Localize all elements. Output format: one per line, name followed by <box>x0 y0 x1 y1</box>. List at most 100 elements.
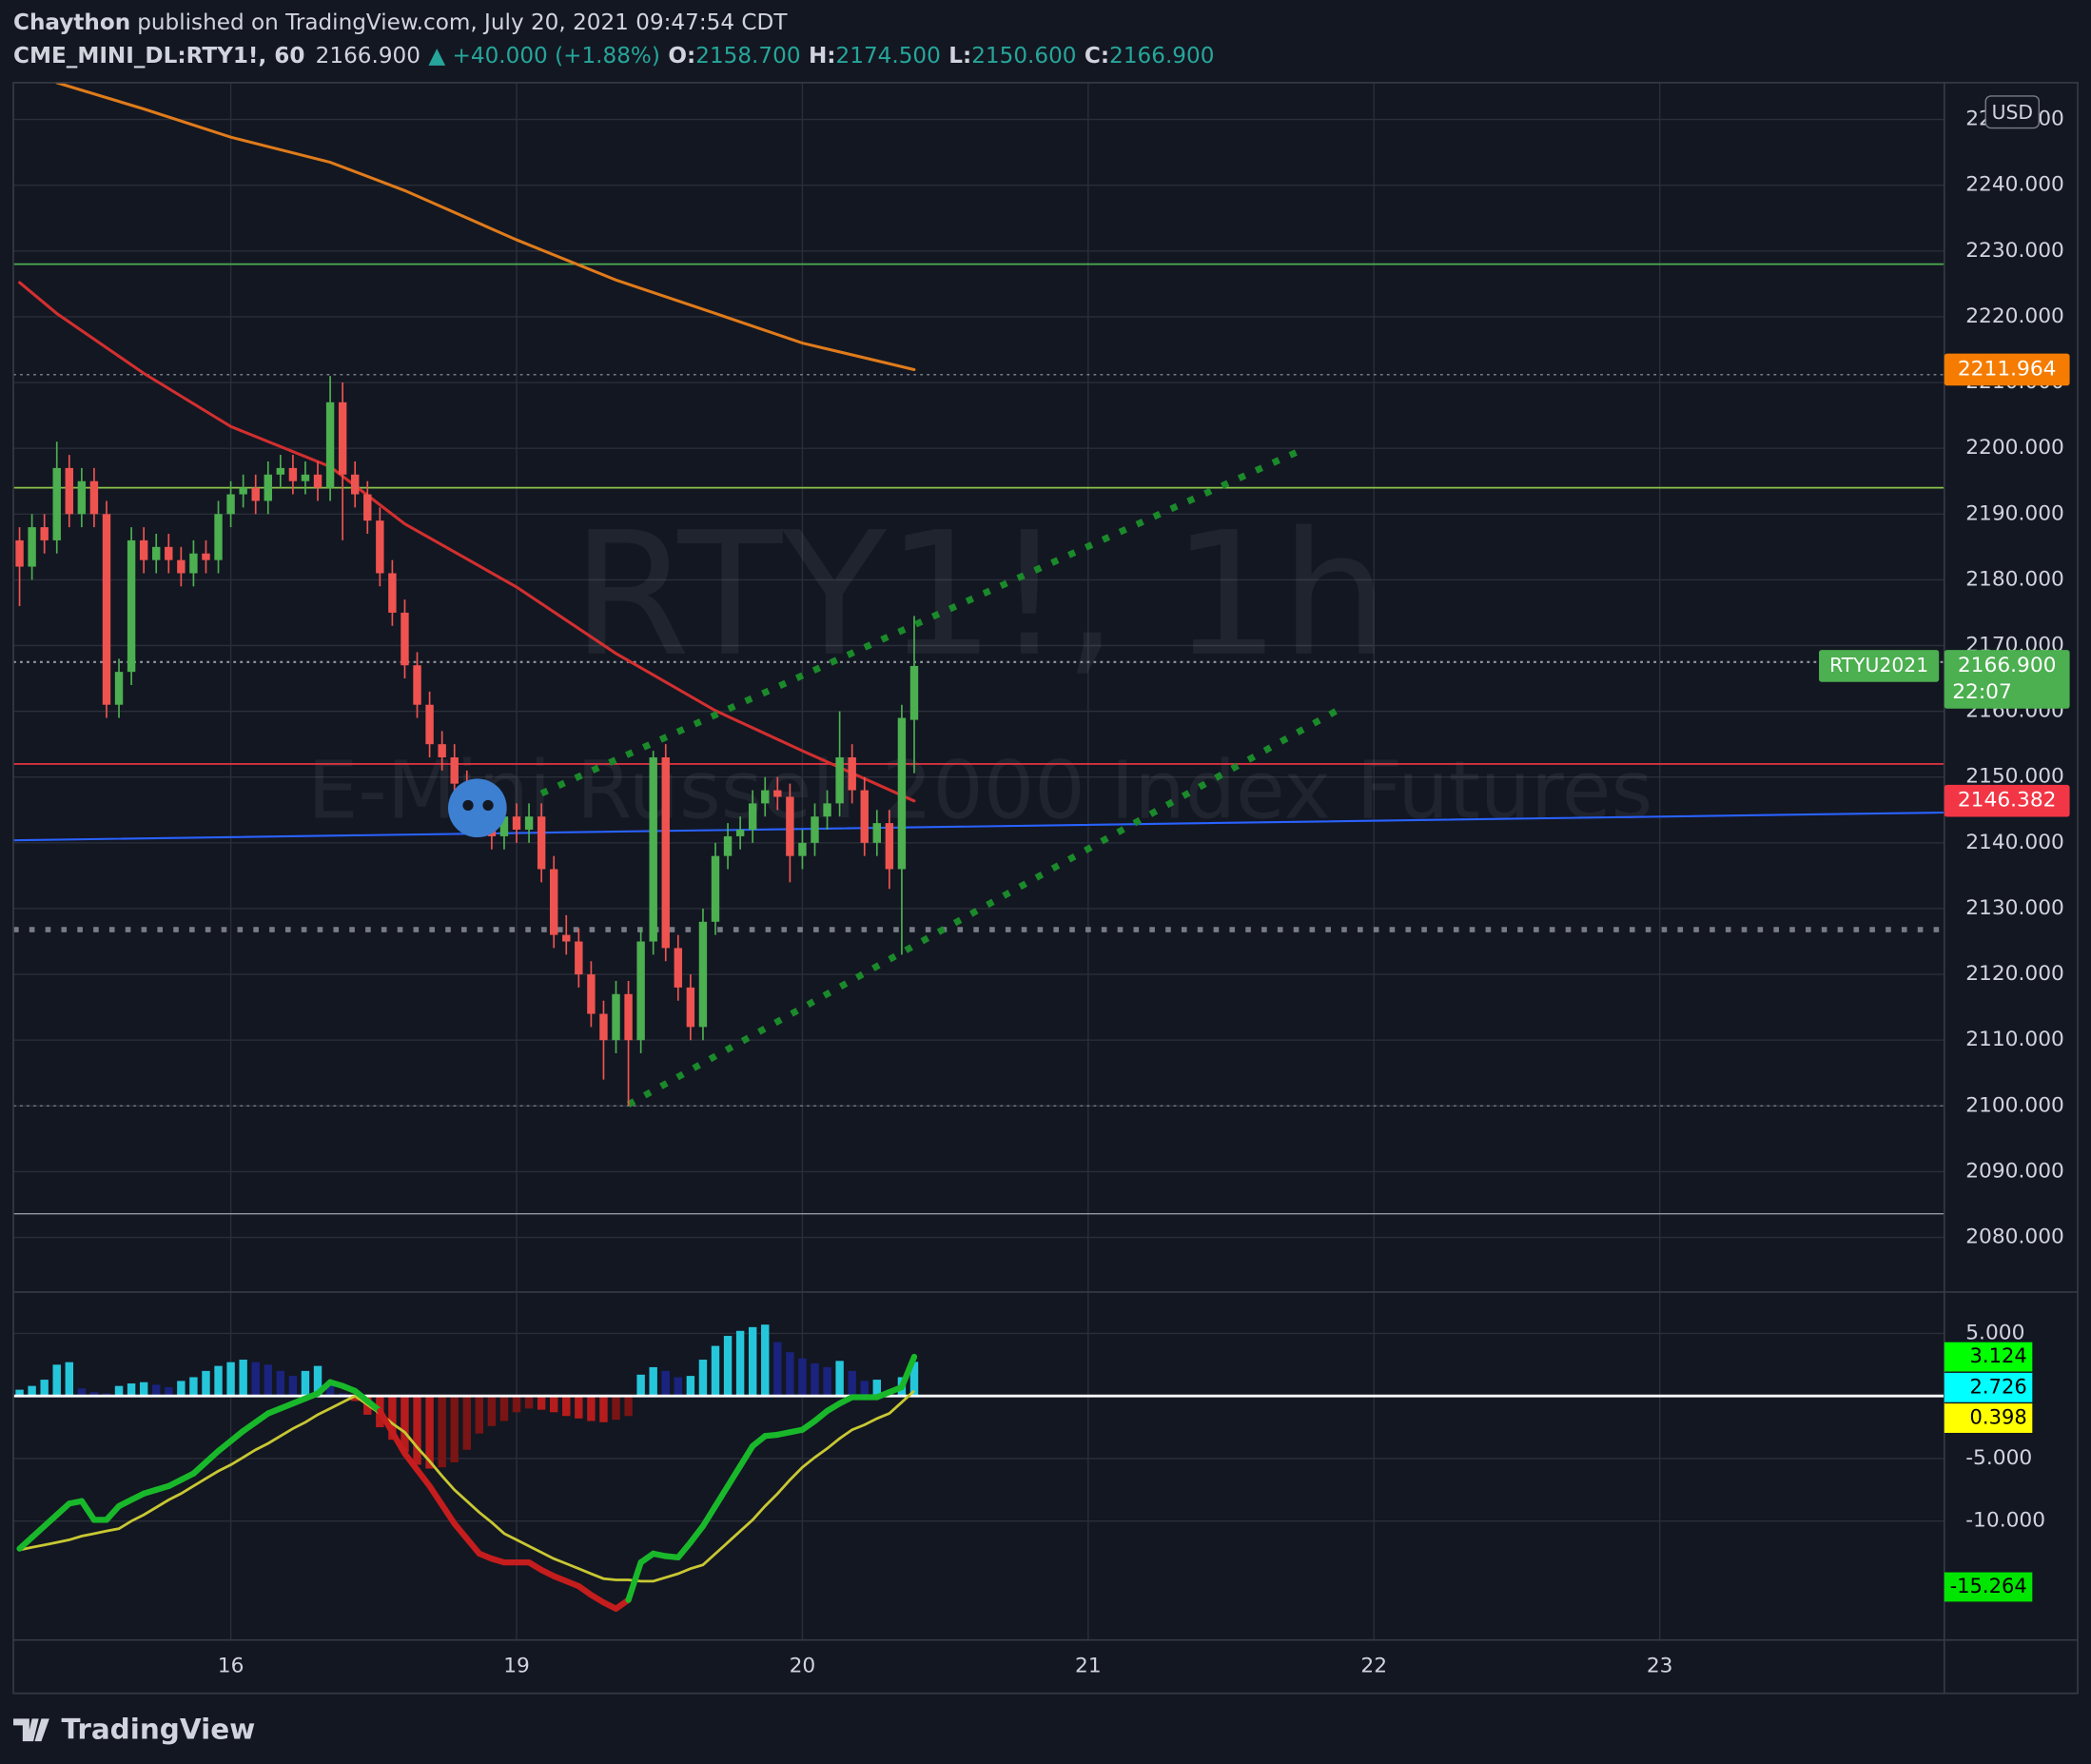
author: Chaython <box>13 10 130 34</box>
avatar-eye <box>482 799 494 812</box>
brand: TradingView <box>61 1713 255 1745</box>
candle-body <box>77 480 87 515</box>
histogram-bar <box>77 1388 87 1397</box>
histogram-bar <box>264 1364 272 1397</box>
candle-body <box>276 467 285 475</box>
candle-body <box>351 474 360 495</box>
y-tick-label: 2140.000 <box>1965 831 2064 854</box>
ohlc-value: 2158.700 <box>695 43 800 68</box>
histogram-bar <box>835 1361 844 1397</box>
candle-body <box>698 921 708 1028</box>
candle-body <box>363 494 372 521</box>
candle-body <box>450 756 459 784</box>
histogram-bar <box>909 1362 919 1397</box>
candle-body <box>388 573 397 613</box>
signal-line <box>19 1389 915 1583</box>
histogram-bar <box>524 1396 534 1409</box>
candle-body <box>798 842 807 856</box>
y-tick-label: -5.000 <box>1965 1446 2032 1470</box>
x-tick-label: 23 <box>1647 1655 1673 1678</box>
candle-body <box>549 869 558 935</box>
histogram-bar <box>189 1377 198 1397</box>
histogram-bar <box>761 1324 770 1397</box>
candle-body <box>885 823 894 870</box>
candle-body <box>537 816 546 870</box>
overlay-line <box>626 707 1339 1107</box>
candle-body <box>848 756 856 791</box>
publish-line: Chaython published on TradingView.com, Ju… <box>13 10 788 34</box>
histogram-bar <box>462 1396 471 1450</box>
histogram-bar <box>599 1396 608 1422</box>
histogram-bar <box>612 1396 620 1421</box>
ohlc-label: C: <box>1085 43 1109 68</box>
overlay-line <box>55 82 916 371</box>
macd-segment <box>451 1520 470 1542</box>
candle-body <box>102 514 111 705</box>
macd-segment <box>625 1558 644 1603</box>
price-badge-label: 2146.382 <box>1958 789 2057 813</box>
candle-body <box>264 474 272 501</box>
candle-body <box>599 1013 608 1041</box>
ohlc-label: O: <box>668 43 695 68</box>
candle-body <box>587 974 596 1014</box>
y-tick-label: 2080.000 <box>1965 1225 2064 1249</box>
candle-body <box>214 514 223 560</box>
candle-body <box>909 665 919 720</box>
macd-segment <box>426 1482 445 1508</box>
macd-pane <box>13 1324 1944 1612</box>
y-tick-label: 2150.000 <box>1965 765 2064 789</box>
candle-body <box>860 790 869 843</box>
candle-body <box>735 830 745 836</box>
macd-segment <box>712 1482 732 1510</box>
y-tick-label: 2200.000 <box>1965 436 2064 460</box>
candle-body <box>811 816 819 843</box>
symbol: CME_MINI_DL:RTY1!, 60 <box>13 43 304 68</box>
candle-body <box>499 816 509 836</box>
candle-body <box>711 855 720 922</box>
histogram-bar <box>773 1342 782 1397</box>
indicator-badge <box>1944 1342 2033 1372</box>
last-price: 2166.900 <box>316 43 420 68</box>
macd-segment <box>736 1442 756 1469</box>
candle-body <box>202 553 210 560</box>
candle-body <box>773 790 782 797</box>
candle-body <box>288 467 298 481</box>
countdown: 22:07 <box>1952 680 2012 704</box>
frame-border <box>12 82 2079 1695</box>
indicator-badge-label: 3.124 <box>1970 1343 2027 1367</box>
histogram-bar <box>127 1383 136 1397</box>
candle-body <box>139 539 148 560</box>
histogram-bar <box>388 1396 397 1441</box>
indicator-badge-label: 2.726 <box>1970 1374 2027 1398</box>
y-tick-label: 2100.000 <box>1965 1093 2064 1117</box>
candle-body <box>512 816 521 831</box>
histogram-bar <box>413 1396 421 1465</box>
histogram-bar <box>624 1396 633 1417</box>
histogram-bar <box>214 1365 223 1397</box>
candle-body <box>823 803 831 817</box>
macd-segment <box>78 1498 98 1523</box>
histogram-bar <box>649 1366 657 1397</box>
macd-segment <box>377 1407 396 1436</box>
badges: 2211.964 2166.900 22:07 RTYU2021 2146.382 3.1… <box>1819 353 2070 1602</box>
histogram-bar <box>674 1377 683 1397</box>
avatar-circle <box>448 778 507 838</box>
candle-body <box>376 520 384 574</box>
candle-body <box>226 494 235 515</box>
candle-body <box>723 835 733 856</box>
candle-body <box>761 790 770 804</box>
candle-body <box>674 948 683 988</box>
histogram-bar <box>748 1326 757 1397</box>
histogram-bar <box>823 1366 831 1397</box>
candle-body <box>612 993 620 1041</box>
candle-body <box>89 480 99 515</box>
histogram-bar <box>860 1381 869 1397</box>
candle-body <box>313 474 322 488</box>
candle-body <box>251 487 260 501</box>
candle-body <box>338 402 347 475</box>
histogram-bar <box>575 1396 583 1419</box>
histogram-bar <box>152 1384 161 1397</box>
macd-segment <box>401 1450 420 1473</box>
currency-border <box>1984 95 2041 129</box>
histogram-bar <box>735 1330 745 1397</box>
